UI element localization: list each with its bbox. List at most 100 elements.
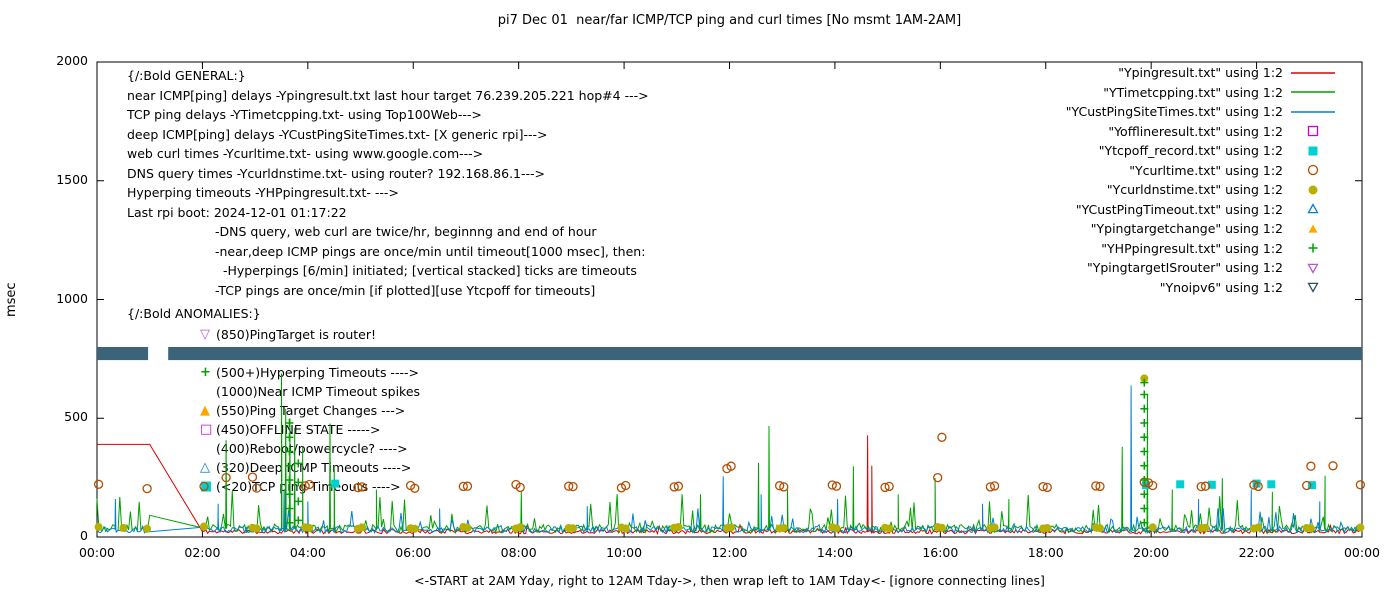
marker-circle-open <box>616 483 627 493</box>
legend-sample-icon <box>1283 162 1343 178</box>
marker-circle-open <box>1307 165 1319 176</box>
marker-circle-filled <box>463 523 472 532</box>
marker-circle-filled <box>621 524 630 533</box>
legend-sample-icon <box>1283 201 1343 217</box>
marker-circle-open <box>669 482 679 492</box>
x-tick-label: 08:00 <box>500 545 537 560</box>
marker-square-open <box>1307 126 1319 137</box>
marker-circle-filled <box>569 524 577 533</box>
marker-circle-filled <box>674 523 683 531</box>
marker-circle-open <box>1038 481 1048 492</box>
marker-plus <box>1140 447 1149 456</box>
marker-plus <box>1140 390 1149 399</box>
marker-circle-filled <box>1356 523 1365 532</box>
marker-circle-open <box>1196 481 1206 492</box>
legend-entry-label: "YCustPingTimeout.txt" using 1:2 <box>1075 201 1283 217</box>
marker-plus <box>1140 518 1149 527</box>
marker-circle-open <box>1328 461 1338 471</box>
anomaly-text: (400)Reboot/powercycle? ----> <box>216 441 408 456</box>
marker-circle-filled <box>410 524 419 533</box>
marker-circle-filled <box>990 523 999 532</box>
marker-circle-open <box>726 461 736 471</box>
marker-circle-open <box>1200 481 1211 491</box>
x-tick-label: 20:00 <box>1133 545 1170 560</box>
anomaly-text: (1000)Near ICMP Timeout spikes <box>216 384 421 399</box>
marker-circle-open <box>458 481 468 492</box>
marker-circle-filled <box>1254 523 1263 532</box>
marker-circle-filled <box>1308 185 1318 195</box>
marker-circle-filled <box>775 524 784 533</box>
marker-circle-filled <box>1140 374 1149 383</box>
marker-circle-open <box>774 481 785 491</box>
marker-tri-down-open <box>1307 263 1319 274</box>
legend-sample-icon <box>1283 123 1343 139</box>
marker-circle-open <box>779 482 789 492</box>
legend-entry: "Ytcpoff_record.txt" using 1:2 <box>988 141 1343 161</box>
general-header: {/:Bold GENERAL:} <box>127 68 246 83</box>
general-note-line: near ICMP[ping] delays -Ypingresult.txt … <box>127 87 649 103</box>
x-tick-label: 00:00 <box>1343 545 1381 560</box>
anomaly-marker-icon: ▽ <box>200 327 210 342</box>
legend-sample-icon <box>1283 182 1343 198</box>
marker-circle-filled <box>1302 524 1311 532</box>
marker-circle-open <box>462 481 473 491</box>
marker-circle-filled <box>828 523 837 532</box>
marker-circle-filled <box>459 523 468 531</box>
legend-entry: "YpingtargetISrouter" using 1:2 <box>988 258 1343 278</box>
marker-circle-filled <box>252 524 261 533</box>
marker-circle-open <box>93 479 104 489</box>
marker-circle-filled <box>1043 524 1052 532</box>
marker-square-filled <box>1307 481 1316 490</box>
legend-entry: "YTimetcpping.txt" using 1:2 <box>988 83 1343 103</box>
marker-circle-open <box>1355 480 1366 490</box>
legend-entry-label: "Ynoipv6" using 1:2 <box>1159 279 1283 295</box>
marker-plus <box>294 516 303 525</box>
noipv6-band <box>97 347 149 361</box>
x-tick-label: 04:00 <box>289 545 326 560</box>
marker-circle-open <box>1253 481 1263 492</box>
anomaly-marker-icon: □ <box>200 422 213 437</box>
marker-plus <box>1140 461 1149 470</box>
legend-entry: "Ynoipv6" using 1:2 <box>988 278 1343 298</box>
marker-circle-filled <box>617 523 626 532</box>
marker-circle-filled <box>564 524 573 532</box>
y-tick-label: 1000 <box>56 290 88 306</box>
legend-sample-icon <box>1283 65 1343 81</box>
marker-circle-filled <box>832 524 841 533</box>
marker-plus <box>1140 404 1149 413</box>
marker-plus <box>1140 490 1149 499</box>
marker-square-filled <box>1207 480 1216 489</box>
legend-sample-icon <box>1283 84 1343 100</box>
legend-entry: "YCustPingSiteTimes.txt" using 1:2 <box>988 102 1343 122</box>
anomalies-legend-block: ▽ (850)PingTarget is router! + (500+)Hyperp… <box>200 325 420 496</box>
y-tick-label: 2000 <box>56 53 88 68</box>
legend-entry: "Ypingresult.txt" using 1:2 <box>988 63 1343 83</box>
anomaly-text: (<20)TCP ping Timeouts ----> <box>216 479 401 494</box>
marker-circle-open <box>1306 461 1316 471</box>
page-title: pi7 Dec 01 near/far ICMP/TCP ping and cu… <box>497 13 962 28</box>
legend-entry: "Ypingtargetchange" using 1:2 <box>988 219 1343 239</box>
marker-circle-filled <box>779 524 788 532</box>
y-axis-label: msec <box>4 282 19 317</box>
marker-circle-open <box>933 472 943 483</box>
legend-entry: "Ycurltime.txt" using 1:2 <box>988 161 1343 181</box>
anomaly-marker-icon: + <box>200 365 211 380</box>
legend-entry: "Ycurldnstime.txt" using 1:2 <box>988 180 1343 200</box>
marker-plus <box>294 497 303 506</box>
marker-circle-open <box>1095 481 1105 492</box>
x-tick-label: 10:00 <box>606 545 643 560</box>
anomaly-text: (320)Deep ICMP Timeouts ----> <box>216 460 412 475</box>
anomaly-line: △ (320)Deep ICMP Timeouts ----> <box>200 458 420 477</box>
marker-circle-filled <box>1096 524 1104 533</box>
legend-sample-icon <box>1283 240 1343 256</box>
x-tick-label: 16:00 <box>922 545 959 560</box>
anomaly-marker-icon: ▲ <box>200 403 210 418</box>
marker-plus <box>1140 419 1149 427</box>
anomaly-line: ▲ (550)Ping Target Changes ---> <box>200 401 420 420</box>
x-tick-label: 18:00 <box>1027 545 1064 560</box>
marker-circle-filled <box>937 523 946 532</box>
marker-circle-filled <box>722 524 731 533</box>
marker-circle-filled <box>200 522 208 531</box>
marker-circle-open <box>1139 477 1149 487</box>
